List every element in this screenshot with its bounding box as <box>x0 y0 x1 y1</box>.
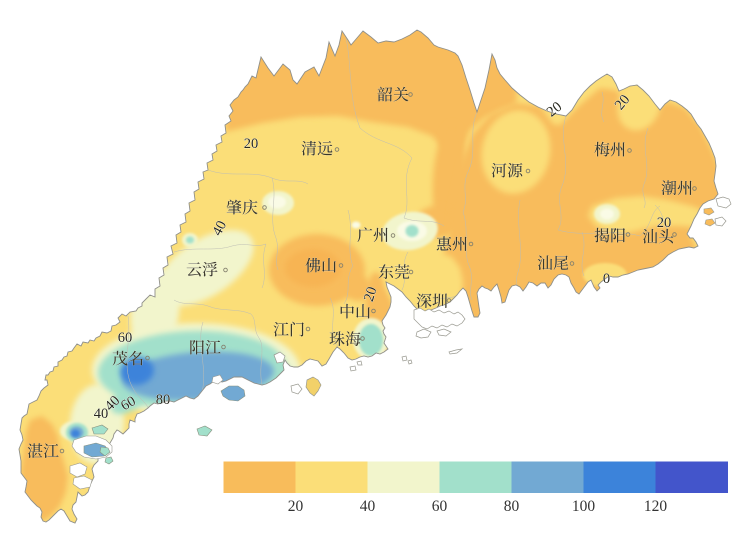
svg-text:20: 20 <box>288 498 304 515</box>
svg-text:120: 120 <box>644 498 668 515</box>
svg-text:80: 80 <box>156 392 171 408</box>
svg-text:40: 40 <box>94 406 109 422</box>
svg-text:80: 80 <box>504 498 520 515</box>
svg-text:20: 20 <box>657 215 672 231</box>
svg-text:20: 20 <box>361 285 381 304</box>
svg-text:20: 20 <box>244 136 259 152</box>
svg-text:40: 40 <box>209 218 230 238</box>
svg-text:0: 0 <box>603 271 610 287</box>
svg-text:40: 40 <box>360 498 376 515</box>
svg-text:60: 60 <box>432 498 448 515</box>
svg-text:60: 60 <box>118 330 133 346</box>
svg-text:100: 100 <box>572 498 596 515</box>
